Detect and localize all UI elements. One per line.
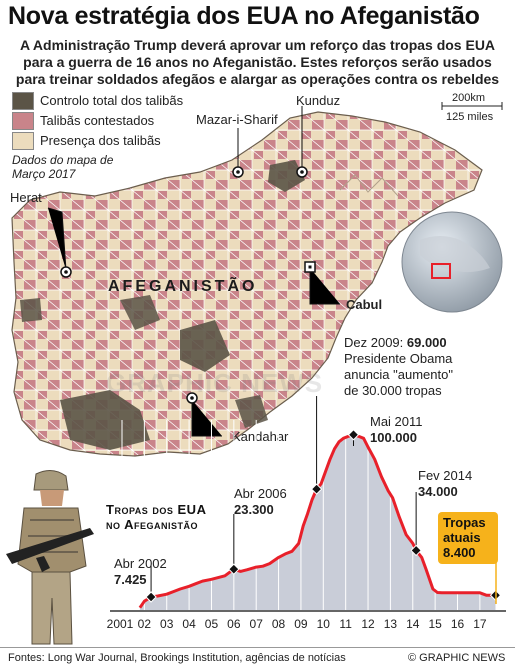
legend-swatch-contested: [12, 112, 34, 130]
current-troops-box: Tropas atuais 8.400: [438, 512, 498, 564]
x-tick-label: 10: [317, 617, 331, 631]
city-dot-kunduz: [296, 166, 308, 178]
x-tick-label: 11: [339, 617, 352, 631]
subtitle-line-3: para treinar soldados afegãos e alargar …: [15, 71, 500, 87]
annot-2014-label: Fev 2014: [418, 468, 473, 483]
x-tick-label: 13: [384, 617, 398, 631]
x-tick-label: 05: [205, 617, 219, 631]
chart-area: [139, 434, 496, 610]
scale-miles: 125 miles: [446, 111, 494, 123]
x-tick-label: 2001: [107, 617, 134, 631]
afghanistan-map: [11, 102, 503, 457]
subtitle-line-1: A Administração Trump deverá aprovar um …: [19, 37, 496, 53]
annot-2011-label: Mai 2011: [370, 414, 423, 429]
chart-title-line-1: Tropas dos EUA: [106, 502, 207, 517]
annot-2009-line-3: anuncia "aumento": [344, 367, 453, 382]
annot-2002-label: Abr 2002: [114, 556, 167, 571]
scale-km: 200km: [452, 92, 486, 104]
city-dot-mazar: [232, 166, 244, 178]
x-tick-label: 15: [428, 617, 442, 631]
city-label-kunduz: Kunduz: [296, 93, 341, 108]
country-label: AFEGANISTÃO: [108, 278, 258, 295]
troops-chart: 2001 02 03 04 05 06 07 08 09 10 11 12 13 14 15 16 17: [107, 396, 506, 631]
data-point-marker: [310, 483, 323, 495]
series-line: [138, 433, 496, 609]
x-tick-label: 07: [250, 617, 264, 631]
x-tick-label: 06: [227, 617, 241, 631]
city-dot-kandahar: [186, 392, 198, 404]
current-troops-line-2: atuais: [443, 530, 481, 545]
legend-swatch-taliban-control: [12, 92, 34, 110]
data-point-marker: [347, 429, 360, 441]
legend-label-contested: Talibãs contestados: [40, 113, 155, 128]
x-tick-label: 17: [473, 617, 487, 631]
city-label-mazar: Mazar-i-Sharif: [196, 112, 278, 127]
city-dot-cabul: [304, 261, 316, 273]
x-tick-label: 14: [406, 617, 420, 631]
current-troops-pointer: [476, 560, 497, 604]
data-point-marker: [410, 544, 422, 557]
city-label-kandahar: Kandahar: [232, 429, 289, 444]
x-tick-label: 03: [160, 617, 174, 631]
footer-credit: © GRAPHIC NEWS: [408, 652, 506, 664]
annot-2009-line-4: de 30.000 tropas: [344, 383, 442, 398]
x-tick-label: 09: [294, 617, 308, 631]
watermark: GRAPHIC NEWS: [106, 368, 324, 398]
data-point-marker: [228, 563, 240, 575]
subtitle-line-2: para a guerra de 16 anos no Afeganistão.…: [23, 54, 492, 70]
x-tick-label: 04: [182, 617, 196, 631]
soldier-illustration: [6, 470, 94, 645]
map-date-note-1: Dados do mapa de: [12, 153, 114, 167]
current-troops-line-1: Tropas: [443, 515, 486, 530]
legend-label-presence: Presença dos talibãs: [40, 133, 161, 148]
x-tick-label: 08: [272, 617, 286, 631]
annot-2009-line-2: Presidente Obama: [344, 351, 453, 366]
city-label-cabul: Cabul: [346, 297, 383, 312]
annot-2006-value: 23.300: [234, 502, 274, 517]
footer-sources: Fontes: Long War Journal, Brookings Inst…: [8, 652, 346, 664]
data-point-marker: [145, 591, 157, 603]
annot-2011-value: 100.000: [370, 430, 417, 445]
current-troops-value: 8.400: [443, 545, 476, 560]
legend-label-taliban-control: Controlo total dos talibãs: [40, 93, 184, 108]
map-date-note-2: Março 2017: [12, 167, 76, 181]
annot-2009-line-1: Dez 2009: 69.000: [344, 335, 447, 350]
legend-swatch-presence: [12, 132, 34, 150]
page-title: Nova estratégia dos EUA no Afeganistão: [8, 2, 480, 30]
afghanistan-shape: [11, 111, 483, 457]
chart-title-line-2: no Afeganistão: [106, 517, 199, 532]
footer-divider: [0, 647, 515, 648]
annot-2006-label: Abr 2006: [234, 486, 287, 501]
city-label-herat: Herat: [10, 190, 42, 205]
annot-2014-value: 34.000: [418, 484, 458, 499]
city-dot-herat: [60, 266, 72, 278]
annot-2002-value: 7.425: [114, 572, 147, 587]
x-tick-label: 12: [361, 617, 375, 631]
x-tick-label: 02: [138, 617, 152, 631]
x-tick-label: 16: [451, 617, 465, 631]
